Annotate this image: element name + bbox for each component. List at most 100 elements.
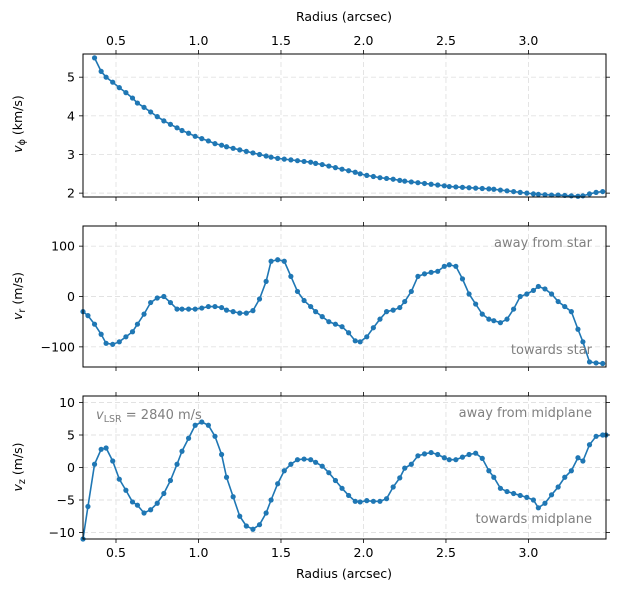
data-point: [281, 258, 287, 264]
x-tick-label: 1.5: [271, 545, 291, 560]
data-point: [580, 339, 586, 345]
data-point: [568, 468, 574, 474]
data-point: [357, 499, 363, 505]
data-point: [154, 114, 160, 120]
data-point: [497, 320, 504, 326]
data-point: [185, 435, 192, 441]
data-point: [212, 433, 218, 439]
data-point: [535, 283, 541, 290]
y-tick-label: −5: [57, 493, 75, 508]
data-point: [179, 127, 185, 134]
data-point: [223, 307, 230, 313]
data-point: [294, 158, 301, 164]
data-point: [154, 500, 160, 506]
data-point: [524, 494, 530, 500]
data-point: [263, 153, 269, 159]
data-point: [453, 184, 459, 190]
data-point: [473, 450, 479, 456]
data-point: [517, 492, 523, 499]
y-tick-label: −10: [49, 525, 75, 540]
data-point: [479, 185, 485, 192]
data-point: [548, 192, 555, 198]
data-point: [218, 451, 225, 458]
vlsr-annotation: vLSR = 2840 m/s: [96, 408, 202, 425]
data-point: [453, 457, 459, 463]
data-point: [98, 446, 104, 452]
x-tick-label: 1.5: [271, 33, 291, 48]
data-point: [555, 192, 561, 198]
y-tick-label: 100: [51, 239, 75, 254]
data-point: [185, 306, 192, 312]
x-tick-label: 2.5: [436, 33, 456, 48]
data-point: [205, 303, 211, 310]
data-point: [352, 169, 358, 175]
data-point: [524, 291, 530, 297]
y-axis-label-vphi: vϕ (km/s): [10, 95, 28, 153]
data-point: [453, 263, 459, 269]
data-point: [103, 74, 109, 80]
x-axis-label-top: Radius (arcsec): [296, 9, 392, 24]
annotation-away-from-midplane: away from midplane: [459, 406, 592, 421]
data-point: [517, 293, 523, 300]
data-point: [446, 183, 452, 190]
panel-vphi: 0.5 1.0 1.5 2.0 2.5 3.0 2 3 4 5 vϕ (km/s): [10, 33, 610, 201]
data-point: [243, 523, 249, 529]
data-point: [402, 178, 408, 184]
data-point: [346, 168, 352, 174]
y-tick-label: 2: [67, 186, 75, 201]
data-point: [377, 316, 383, 322]
data-point: [179, 306, 185, 312]
data-point: [91, 55, 98, 61]
data-point: [524, 190, 530, 196]
data-point: [593, 189, 599, 195]
data-point: [364, 172, 370, 178]
data-point: [517, 189, 523, 195]
data-point: [192, 306, 198, 312]
data-point: [230, 309, 236, 315]
data-point: [364, 334, 370, 340]
data-point: [435, 182, 441, 188]
annotation-towards-midplane: towards midplane: [475, 512, 592, 527]
x-tick-label: 0.5: [106, 33, 126, 48]
data-point: [212, 303, 218, 310]
data-point: [212, 141, 218, 147]
data-point: [308, 159, 314, 165]
data-point: [542, 192, 548, 198]
data-point: [174, 461, 180, 467]
data-point: [288, 461, 294, 467]
y-axis-label-vr: vr (m/s): [10, 272, 28, 320]
data-point: [326, 163, 332, 169]
data-point: [555, 298, 561, 305]
grid-vphi: [83, 54, 606, 197]
data-point: [313, 160, 319, 166]
data-point: [459, 184, 466, 190]
data-point: [486, 186, 492, 192]
data-point: [600, 360, 606, 367]
data-point: [174, 306, 180, 312]
data-point: [134, 502, 141, 508]
data-point: [428, 269, 434, 275]
data-point: [397, 304, 403, 311]
data-point: [281, 156, 287, 162]
data-point: [332, 165, 339, 171]
data-point: [98, 331, 104, 337]
data-point: [390, 176, 396, 182]
data-point: [91, 321, 98, 327]
data-point: [580, 458, 586, 464]
x-tick-labels-bottom: 0.5 1.0 1.5 2.0 2.5 3.0: [106, 545, 538, 560]
data-point: [415, 273, 421, 279]
data-point: [346, 492, 352, 499]
data-point: [466, 291, 472, 297]
y-tick-label: 10: [59, 395, 75, 410]
data-point: [421, 180, 428, 187]
data-point: [103, 340, 109, 346]
data-point: [326, 470, 332, 476]
data-point: [154, 295, 160, 301]
data-point: [473, 185, 479, 191]
data-point: [237, 147, 243, 153]
data-point: [466, 451, 472, 458]
data-point: [148, 299, 154, 306]
series-vphi-points: [91, 55, 606, 199]
data-point: [535, 191, 541, 197]
